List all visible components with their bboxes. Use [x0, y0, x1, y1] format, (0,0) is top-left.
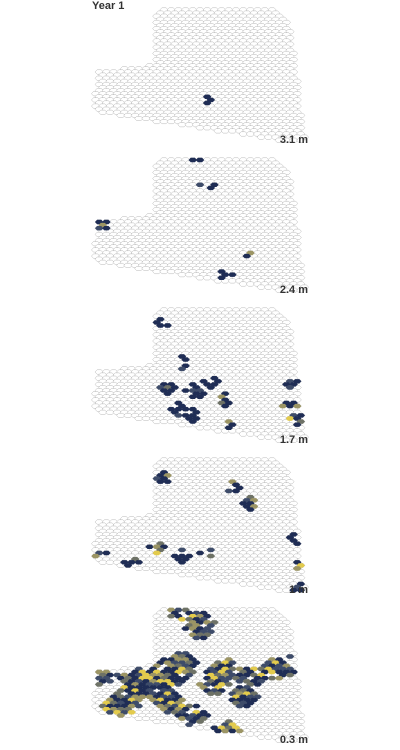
hex-cell-detected: [188, 419, 197, 424]
hex-cell-detected: [221, 403, 230, 409]
hex-cell-detected: [224, 682, 233, 687]
hex-cell: [296, 737, 306, 743]
hex-cell-detected: [181, 357, 190, 362]
hex-cell-detected: [228, 272, 237, 277]
hex-cell-detected: [206, 553, 215, 559]
hex-cell-detected: [156, 479, 165, 484]
depth-label-1: 3.1 m: [279, 134, 308, 146]
hex-cell-detected: [267, 676, 277, 681]
hex-map-4: [91, 457, 309, 593]
hex-cell-detected: [235, 703, 244, 709]
hex-cell-detected: [293, 403, 302, 409]
hex-cell-detected: [246, 507, 255, 512]
hex-cell-detected: [181, 407, 190, 412]
hex-cell-detected: [152, 550, 161, 556]
hex-cell-detected: [167, 614, 176, 619]
depth-label-4: 1 m: [289, 584, 308, 596]
map-panel-5: 0.3 m: [0, 600, 400, 748]
hex-cell-detected: [199, 635, 208, 641]
hex-cell-detected: [253, 682, 262, 687]
hex-cell-detected: [188, 157, 197, 163]
hex-cell-detected: [105, 679, 115, 684]
hex-cell-detected: [235, 679, 244, 684]
hex-cell-detected: [145, 544, 154, 549]
hex-cell-detected: [206, 185, 215, 191]
hex-cell-detected: [102, 226, 111, 231]
hex-cell-detected: [285, 416, 295, 421]
hex-cell: [296, 137, 306, 143]
map-panel-4: 1 m: [0, 450, 400, 598]
hex-cell-detected: [174, 682, 183, 687]
hex-cell-detected: [195, 394, 205, 399]
hex-map-1: [91, 7, 309, 143]
hex-cell-detected: [285, 672, 295, 678]
figure-title: Year 1: [92, 0, 125, 12]
hex-cell-detected: [285, 403, 295, 409]
hex-cell-detected: [95, 226, 104, 231]
hex-cell-detected: [206, 691, 215, 696]
hex-cell-detected: [163, 323, 172, 328]
hex-cell-detected: [174, 413, 183, 418]
depth-label-3: 1.7 m: [279, 434, 308, 446]
hex-cell-detected: [177, 547, 187, 553]
hex-map-5: [91, 607, 309, 743]
hex-cell-detected: [134, 560, 143, 565]
hex-cell-detected: [91, 553, 100, 559]
hex-cell-detected: [206, 547, 215, 553]
hex-cell-detected: [123, 563, 133, 568]
hex-cell-detected: [224, 488, 233, 494]
hex-cell-detected: [203, 100, 212, 106]
hex-cell-detected: [217, 275, 226, 280]
hex-cell-detected: [177, 560, 187, 565]
hex-cell-detected: [195, 550, 205, 556]
hex-cell-detected: [102, 550, 111, 556]
hex-cell-detected: [127, 710, 136, 715]
hex-cell-detected: [213, 691, 223, 696]
hex-cell-detected: [181, 626, 190, 631]
hex-cell-detected: [134, 703, 143, 709]
hex-map-2: [91, 157, 309, 293]
hex-map-3: [91, 307, 309, 443]
hex-cell-detected: [285, 385, 295, 390]
hex-cell-detected: [278, 403, 287, 409]
hex-cell: [296, 437, 306, 443]
hex-cell-detected: [105, 710, 115, 715]
hex-cell-detected: [163, 479, 172, 484]
hex-cell-detected: [195, 182, 205, 187]
hex-cell-detected: [224, 425, 233, 430]
hex-cell-detected: [289, 588, 298, 593]
hex-cell-detected: [293, 566, 302, 571]
hex-cell-detected: [95, 682, 104, 687]
hex-cell-detected: [192, 635, 201, 641]
hex-cell: [296, 287, 306, 293]
depth-label-2: 2.4 m: [279, 284, 308, 296]
map-panel-2: 2.4 m: [0, 150, 400, 298]
hex-cell-detected: [192, 703, 201, 709]
hex-cell-detected: [195, 157, 205, 163]
hex-cell-detected: [177, 366, 187, 372]
map-panel-3: 1.7 m: [0, 300, 400, 448]
hex-cell-detected: [293, 541, 302, 546]
hex-cell-detected: [231, 488, 241, 494]
hex-cell-detected: [163, 391, 172, 396]
hex-cell-detected: [163, 710, 172, 715]
hex-cell-detected: [242, 253, 251, 259]
hex-cell-detected: [206, 385, 215, 390]
hex-cell-detected: [177, 617, 187, 622]
hex-cell-detected: [275, 676, 284, 681]
hex-cell-detected: [293, 422, 302, 427]
hex-cell-detected: [267, 669, 277, 675]
hex-cell-detected: [181, 388, 190, 393]
hex-cell-detected: [156, 323, 165, 328]
map-panel-1: 3.1 m: [0, 0, 400, 148]
hex-cell-detected: [285, 654, 295, 659]
hex-cell-detected: [188, 394, 197, 399]
hex-cell-detected: [296, 588, 305, 593]
hex-cell-detected: [242, 703, 251, 709]
